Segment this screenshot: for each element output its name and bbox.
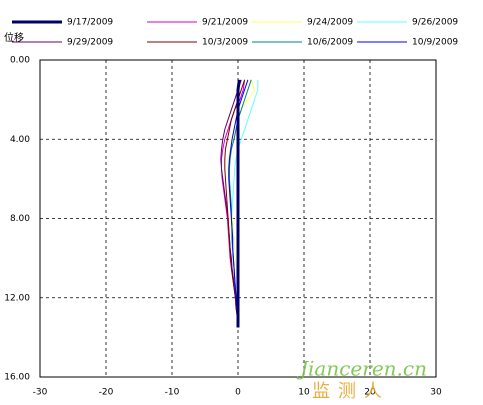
x-tick-label: 0 — [235, 388, 241, 398]
y-tick-label: 0.00 — [10, 56, 30, 66]
series-line — [236, 79, 241, 328]
y-tick-label: 4.00 — [10, 135, 30, 145]
x-tick-label: -20 — [99, 388, 114, 398]
y-tick-label: 16.00 — [4, 373, 30, 383]
legend-label: 10/9/2009 — [412, 38, 458, 48]
series-line — [228, 79, 249, 328]
watermark: Jianceren.cn — [296, 357, 427, 381]
x-tick-label: -30 — [33, 388, 48, 398]
x-tick-label: 10 — [298, 388, 310, 398]
legend-label: 9/29/2009 — [67, 38, 113, 48]
x-tick-label: 30 — [430, 388, 442, 398]
y-tick-label: 8.00 — [10, 214, 30, 224]
series-line — [220, 79, 242, 328]
x-tick-label: -10 — [165, 388, 180, 398]
legend-label: 10/3/2009 — [202, 38, 248, 48]
legend-label: 9/26/2009 — [412, 18, 458, 28]
series-line — [224, 79, 246, 328]
plot-border — [39, 59, 437, 378]
legend-label: 10/6/2009 — [307, 38, 353, 48]
legend-label: 9/17/2009 — [67, 18, 113, 28]
watermark-subtext: 监测人 — [312, 381, 390, 402]
y-tick-label: 12.00 — [4, 293, 30, 303]
y-axis-label: 位移 — [4, 31, 24, 44]
legend-label: 9/21/2009 — [202, 18, 248, 28]
legend-label: 9/24/2009 — [307, 18, 353, 28]
x-tick-label: 20 — [364, 388, 376, 398]
